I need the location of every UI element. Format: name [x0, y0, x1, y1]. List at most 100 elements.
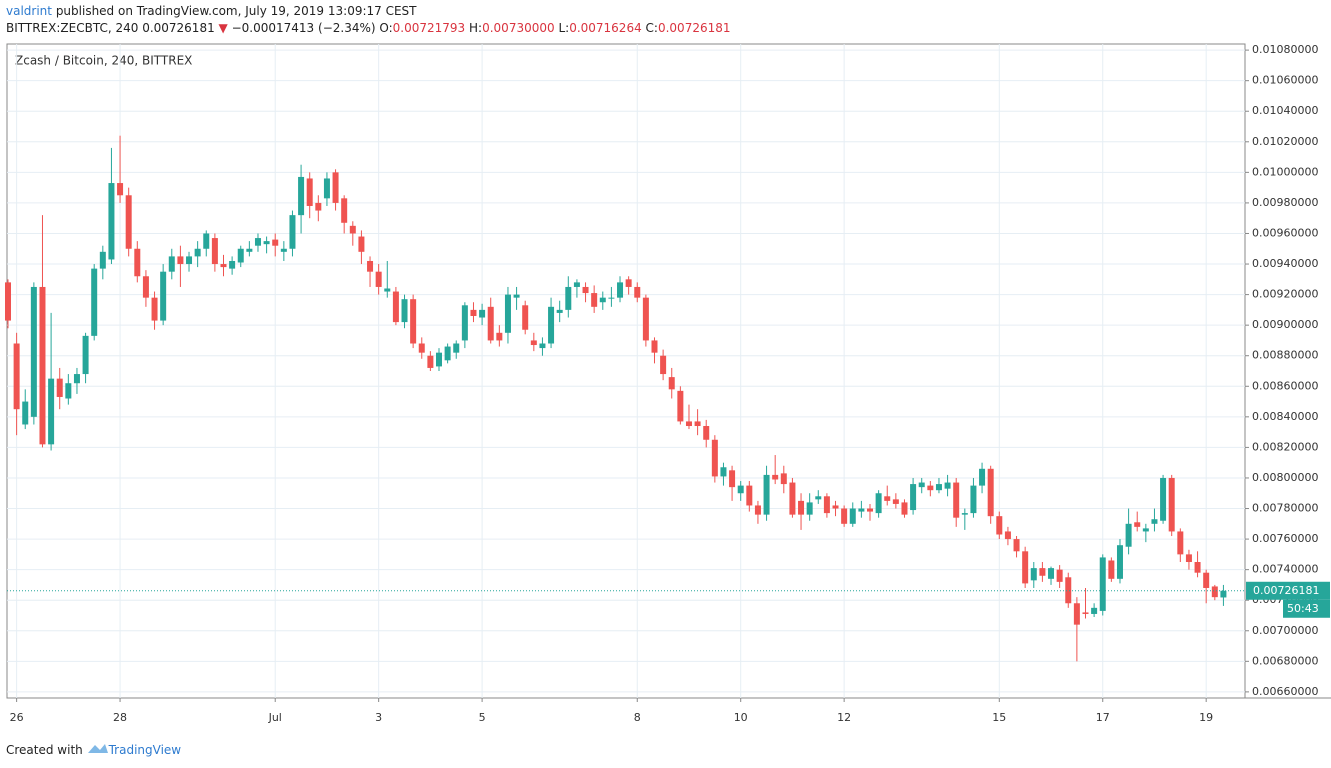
x-tick-label: 26: [10, 711, 24, 724]
candle-body: [1056, 569, 1063, 582]
x-tick-label: 8: [634, 711, 641, 724]
candle-body: [392, 291, 399, 323]
candle-body: [608, 297, 615, 299]
candle-body: [1116, 545, 1123, 579]
change: −0.00017413 (−2.34%): [231, 21, 376, 35]
candle-body: [1065, 577, 1072, 604]
candle-body: [867, 508, 873, 512]
candle-body: [1160, 477, 1167, 521]
candle-body: [1125, 523, 1132, 547]
x-tick-label: 12: [837, 711, 851, 724]
candle-body: [65, 383, 72, 399]
y-tick-label: 0.00740000: [1252, 563, 1318, 576]
y-tick-label: 0.00760000: [1252, 532, 1318, 545]
candle-body: [642, 297, 649, 341]
candle-body: [418, 343, 425, 353]
candle-body: [625, 279, 632, 287]
symbol: BITTREX:ZECBTC, 240: [6, 21, 139, 35]
candle-body: [1004, 531, 1011, 540]
candle-body: [332, 172, 339, 203]
candle-body: [815, 496, 822, 500]
candle-body: [99, 251, 106, 269]
candle-body: [1073, 603, 1080, 625]
y-tick-label: 0.00820000: [1252, 440, 1318, 453]
candle-body: [1220, 590, 1227, 598]
x-tick-label: Jul: [268, 711, 282, 724]
candle-body: [254, 238, 261, 246]
candle-body: [246, 248, 253, 252]
candle-body: [565, 286, 572, 310]
h-value: 0.00730000: [482, 21, 555, 35]
candle-body: [401, 299, 408, 323]
candle-body: [573, 282, 580, 287]
arrow: ▼: [218, 21, 228, 35]
y-tick-label: 0.00780000: [1252, 502, 1318, 515]
candle-body: [142, 276, 149, 298]
candle-body: [220, 264, 227, 268]
brand[interactable]: TradingView: [108, 743, 182, 757]
candle-body: [22, 401, 29, 425]
candle-body: [1022, 551, 1029, 584]
countdown-tag: [1283, 599, 1330, 618]
h-label: H:: [469, 21, 483, 35]
y-tick-label: 0.00940000: [1252, 257, 1318, 270]
tv-logo: [87, 744, 108, 753]
candle-body: [436, 352, 442, 367]
candle-body: [375, 271, 382, 287]
candle-body: [884, 496, 891, 501]
candle-body: [1048, 568, 1055, 579]
candle-body: [367, 260, 374, 272]
plot-frame: [6, 43, 1246, 699]
candle-body: [134, 248, 141, 277]
candle-body: [108, 183, 115, 260]
candle-body: [1099, 557, 1106, 611]
candle-body: [772, 474, 779, 480]
footer: Created with TradingView: [6, 742, 181, 757]
candle-body: [953, 482, 960, 518]
author[interactable]: valdrint: [6, 4, 52, 18]
candle-body: [194, 248, 201, 257]
candle-body: [935, 484, 942, 491]
candle-body: [306, 178, 313, 206]
candle-body: [798, 500, 805, 515]
candle-body: [151, 297, 158, 321]
candle-body: [1168, 477, 1175, 532]
candle-body: [944, 482, 951, 489]
candle-body: [832, 505, 839, 509]
candle-body: [1177, 531, 1184, 555]
y-tick-label: 0.01000000: [1252, 165, 1318, 178]
candle-body: [823, 496, 830, 514]
candle-body: [384, 288, 391, 292]
price-tag-text: 0.00726181: [1253, 584, 1319, 597]
candle-body: [858, 508, 865, 512]
candle-body: [82, 335, 89, 375]
y-tick-label: 0.00840000: [1252, 410, 1318, 423]
candle-body: [91, 268, 98, 336]
y-tick-label: 0.00920000: [1252, 288, 1318, 301]
candle-body: [177, 256, 184, 265]
o-value: 0.00721793: [392, 21, 466, 35]
l-value: 0.00716264: [569, 21, 642, 35]
published: published on TradingView.com, July 19, 2…: [55, 4, 417, 18]
candle-body: [73, 374, 80, 384]
candle-body: [1030, 568, 1037, 581]
candle-body: [910, 484, 917, 511]
candle-body: [1091, 607, 1098, 614]
y-tick-label: 0.00860000: [1252, 379, 1318, 392]
countdown-text: 50:43: [1287, 602, 1319, 615]
y-tick-label: 0.01060000: [1252, 74, 1318, 87]
candle-body: [961, 513, 968, 515]
o-label: O:: [379, 21, 393, 35]
publish-line: valdrint published on TradingView.com, J…: [6, 4, 417, 18]
candle-body: [582, 286, 589, 294]
candle-body: [1203, 572, 1210, 588]
candle-body: [970, 485, 977, 514]
candle-body: [806, 502, 813, 515]
x-tick-label: 10: [734, 711, 748, 724]
candle-body: [660, 355, 667, 375]
candle-body: [737, 485, 744, 494]
candle-body: [651, 340, 658, 353]
candle-body: [349, 225, 356, 234]
candle-body: [315, 202, 322, 211]
y-tick-label: 0.00800000: [1252, 471, 1318, 484]
